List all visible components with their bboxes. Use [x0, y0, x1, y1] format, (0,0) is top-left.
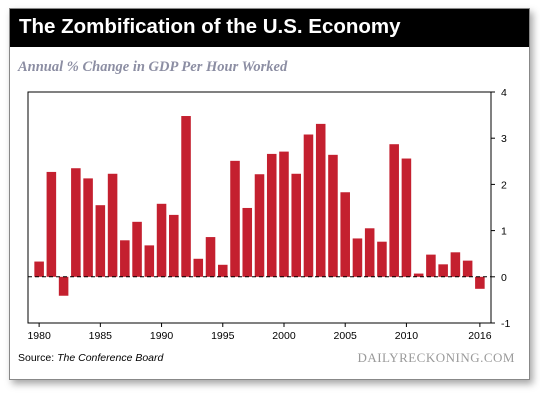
- bar-1989: [144, 245, 155, 277]
- bar-1999: [266, 153, 277, 277]
- x-tick-label-2010: 2010: [395, 330, 419, 342]
- bar-1984: [83, 178, 93, 277]
- bar-2012: [426, 254, 436, 277]
- bar-chart: 1980 1985 1990 1995 2000 2005 2010 2016 -1 0 1 2 3 4: [27, 87, 510, 342]
- bar-2016: [475, 276, 485, 289]
- bar-2011: [413, 273, 424, 277]
- x-tick-label-2005: 2005: [334, 330, 358, 342]
- bar-2006: [352, 238, 363, 277]
- y-tick-label-4: 4: [501, 87, 507, 99]
- bar-1986: [107, 173, 118, 277]
- source-prefix: Source:: [18, 352, 58, 364]
- chart-subtitle: Annual % Change in GDP Per Hour Worked: [18, 59, 288, 75]
- bar-2007: [364, 228, 375, 277]
- bar-2008: [377, 241, 387, 277]
- x-tick-label-2016: 2016: [468, 330, 492, 342]
- y-tick-label-2: 2: [501, 179, 507, 191]
- bar-2004: [328, 154, 338, 277]
- bar-2002: [303, 134, 314, 277]
- x-tick-label-1980: 1980: [27, 330, 51, 342]
- bar-2010: [401, 158, 412, 277]
- chart-card: The Zombification of the U.S. Economy An…: [9, 8, 530, 380]
- bar-1997: [242, 207, 253, 277]
- bar-1988: [132, 221, 142, 277]
- x-tick-label-1990: 1990: [150, 330, 174, 342]
- bar-2014: [450, 252, 461, 277]
- title-banner: The Zombification of the U.S. Economy: [10, 9, 529, 47]
- y-tick-label-0: 0: [501, 272, 507, 284]
- y-tick-label-3: 3: [501, 133, 507, 145]
- bar-1981: [46, 171, 57, 277]
- bar-1995: [218, 264, 228, 277]
- bar-1992: [181, 116, 191, 277]
- bar-2015: [462, 260, 473, 277]
- bar-1982: [58, 276, 69, 296]
- bar-1993: [193, 258, 204, 277]
- bar-2009: [389, 144, 399, 277]
- source-note: Source: The Conference Board: [18, 352, 163, 364]
- bar-2003: [315, 123, 326, 277]
- bar-1991: [169, 214, 179, 277]
- bar-2013: [438, 264, 448, 277]
- x-tick-label-2000: 2000: [272, 330, 296, 342]
- bar-1987: [120, 240, 130, 277]
- x-tick-label-1985: 1985: [89, 330, 113, 342]
- x-tick-label-1995: 1995: [211, 330, 235, 342]
- bar-1998: [254, 174, 265, 277]
- bar-1990: [156, 203, 167, 277]
- bar-1996: [230, 160, 240, 277]
- bar-1994: [205, 237, 216, 277]
- bar-2001: [291, 173, 301, 277]
- bar-2000: [279, 151, 289, 277]
- y-tick-label-1: 1: [501, 226, 507, 238]
- page-title: The Zombification of the U.S. Economy: [19, 15, 401, 38]
- y-tick-label--1: -1: [501, 318, 510, 330]
- bar-1980: [34, 261, 44, 277]
- bar-1983: [71, 168, 81, 277]
- brand-watermark: DAILYRECKONING.COM: [357, 350, 515, 365]
- bar-1985: [95, 205, 106, 277]
- bar-2005: [340, 192, 350, 277]
- source-name: The Conference Board: [57, 352, 164, 364]
